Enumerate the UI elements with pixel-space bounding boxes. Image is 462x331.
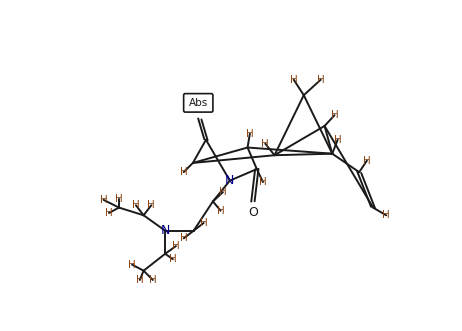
Text: H: H (115, 194, 123, 204)
Text: H: H (149, 275, 157, 285)
Text: H: H (136, 275, 144, 285)
Text: H: H (128, 260, 136, 269)
Text: H: H (290, 75, 298, 85)
Text: H: H (363, 156, 371, 166)
Text: H: H (259, 177, 267, 187)
Text: H: H (100, 195, 108, 205)
Text: H: H (331, 110, 339, 120)
Text: H: H (180, 233, 188, 243)
Text: H: H (219, 187, 227, 197)
Text: H: H (334, 135, 341, 145)
Text: N: N (225, 174, 235, 187)
Text: H: H (172, 241, 180, 251)
Text: Abs: Abs (188, 98, 208, 108)
Text: H: H (246, 129, 254, 139)
Text: H: H (217, 206, 225, 216)
Text: O: O (248, 206, 258, 219)
Text: H: H (180, 167, 188, 177)
Text: H: H (169, 254, 177, 264)
FancyBboxPatch shape (184, 94, 213, 112)
Text: H: H (200, 218, 207, 228)
Text: N: N (160, 224, 170, 237)
Text: H: H (317, 75, 325, 85)
Text: H: H (261, 139, 269, 149)
Text: H: H (147, 200, 155, 210)
Text: H: H (382, 210, 390, 220)
Text: H: H (105, 208, 113, 218)
Text: H: H (132, 200, 140, 210)
